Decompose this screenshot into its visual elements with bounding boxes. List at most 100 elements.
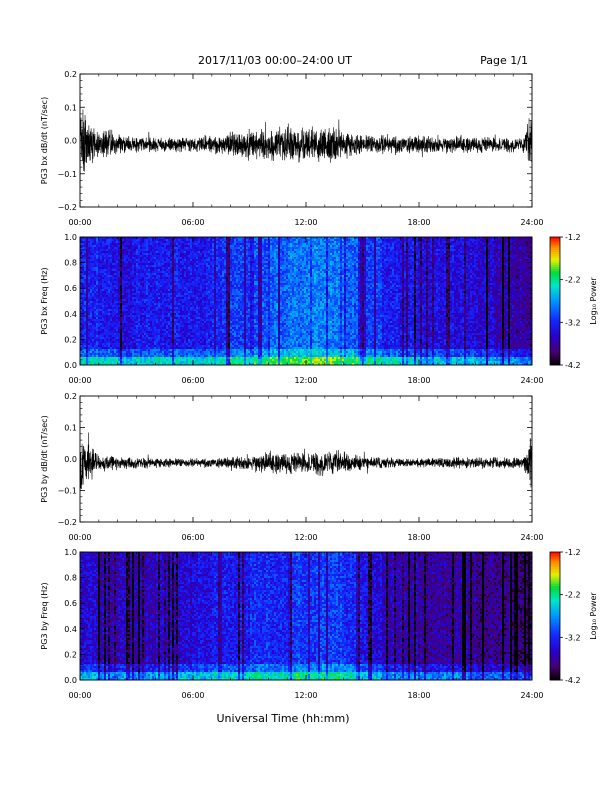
heatmap-cell [102,327,104,329]
heatmap-cell [94,291,96,293]
heatmap-cell [108,311,110,313]
heatmap-cell [92,261,94,263]
heatmap-cell [104,279,106,281]
heatmap-cell [96,289,98,291]
heatmap-cell [86,277,88,279]
heatmap-cell [102,315,104,317]
panels: 0.20.10.0−0.1−0.200:00 06:00 12:00 18:00 24:… [40,70,598,700]
heatmap-cell [98,339,100,341]
heatmap-cell [126,299,128,301]
heatmap-cell [104,311,106,313]
heatmap-cell [110,289,112,291]
heatmap-cell [90,285,92,287]
heatmap-cell [122,247,124,249]
heatmap-cell [110,339,112,341]
heatmap-cell [100,239,102,241]
heatmap-cell [88,337,90,339]
heatmap-cell [82,341,84,343]
heatmap-cell [114,245,116,247]
heatmap-cell [110,347,112,349]
heatmap-cell [124,347,126,349]
heatmap-cell [122,297,124,299]
heatmap-cell [104,243,106,245]
heatmap-cell [126,315,128,317]
heatmap-cell [90,293,92,295]
heatmap-cell [86,263,88,265]
heatmap-cell [84,257,86,259]
heatmap-cell [106,323,108,325]
heatmap-cell [96,267,98,269]
heatmap-cell [114,263,116,265]
heatmap-cell [90,341,92,343]
heatmap-cell [102,267,104,269]
heatmap-cell [102,309,104,311]
heatmap-cell [112,283,114,285]
heatmap-cell [106,309,108,311]
heatmap-cell [92,305,94,307]
heatmap-cell [92,335,94,337]
heatmap-cell [118,353,120,355]
heatmap-cell [110,253,112,255]
heatmap-cell [126,313,128,315]
heatmap-cell [110,297,112,299]
heatmap-cell [102,311,104,313]
heatmap-cell [126,297,128,299]
bx-waveform-panel: 0.20.10.0−0.1−0.200:00 06:00 12:00 18:00 24:… [40,70,544,227]
heatmap-cell [106,345,108,347]
heatmap-cell [112,269,114,271]
heatmap-cell [122,239,124,241]
heatmap-cell [118,327,120,329]
heatmap-cell [112,323,114,325]
heatmap-cell [90,241,92,243]
heatmap-cell [112,253,114,255]
heatmap-cell [106,351,108,353]
heatmap-cell [88,323,90,325]
heatmap-cell [106,361,108,363]
heatmap-cell [94,277,96,279]
heatmap-cell [126,333,128,335]
heatmap-cell [88,277,90,279]
heatmap-cell [92,273,94,275]
heatmap-cell [94,261,96,263]
heatmap-cell [92,271,94,273]
x-tick-label: 06:00 [181,218,204,227]
heatmap-cell [108,349,110,351]
heatmap-cell [86,243,88,245]
heatmap-cell [108,337,110,339]
heatmap-cell [90,351,92,353]
heatmap-cell [110,303,112,305]
heatmap-cell [90,279,92,281]
heatmap-cell [118,293,120,295]
heatmap-cell [86,251,88,253]
heatmap-cell [106,341,108,343]
heatmap-cell [96,263,98,265]
heatmap-cell [114,335,116,337]
heatmap-cell [112,309,114,311]
heatmap-cell [94,273,96,275]
heatmap-cell [100,329,102,331]
heatmap-cell [86,265,88,267]
heatmap-cell [92,239,94,241]
heatmap-cell [96,299,98,301]
heatmap-cell [82,305,84,307]
heatmap-cell [122,273,124,275]
heatmap-cell [112,255,114,257]
heatmap-cell [124,285,126,287]
heatmap-cell [90,249,92,251]
heatmap-cell [92,311,94,313]
heatmap-cell [118,253,120,255]
heatmap-cell [82,291,84,293]
heatmap-cell [102,361,104,363]
heatmap-cell [118,317,120,319]
heatmap-cell [112,279,114,281]
heatmap-cell [86,279,88,281]
y-tick-label: 0.1 [64,103,77,112]
heatmap-cell [102,251,104,253]
heatmap-cell [120,357,122,359]
heatmap-cell [118,351,120,353]
heatmap-cell [116,319,118,321]
heatmap-cell [110,361,112,363]
heatmap-cell [124,303,126,305]
heatmap-cell [116,297,118,299]
heatmap-cell [92,341,94,343]
